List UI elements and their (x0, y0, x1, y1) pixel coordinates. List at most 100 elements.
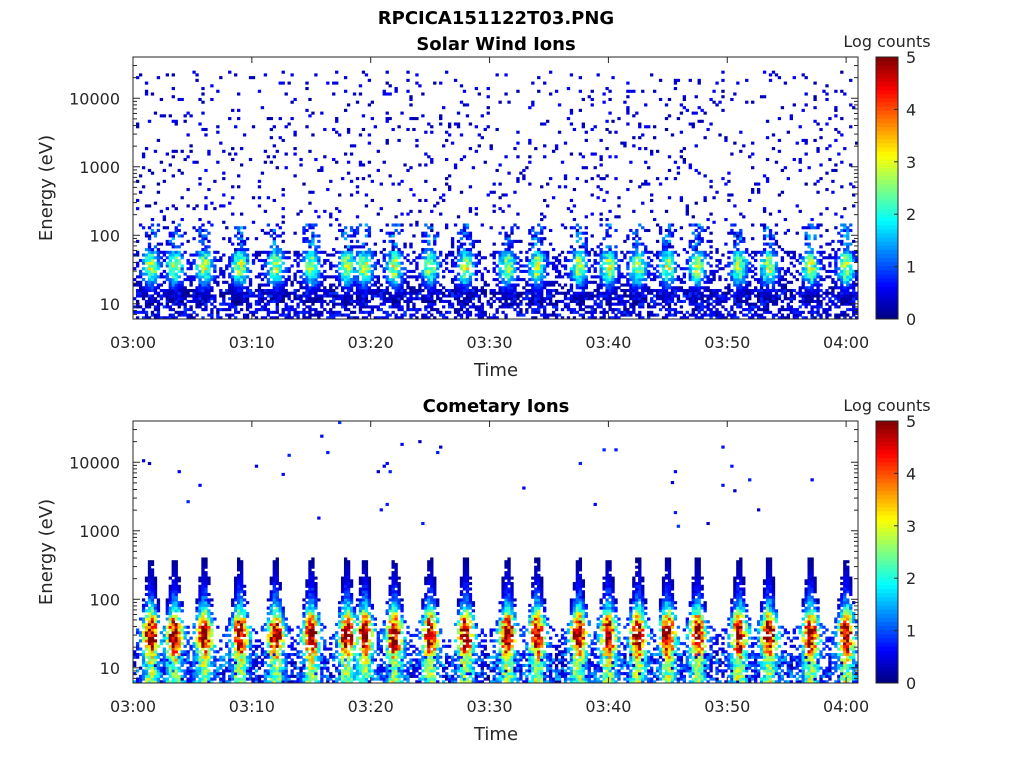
heatmap-cell (569, 288, 574, 293)
heatmap-cell (263, 291, 268, 295)
heatmap-cell (150, 253, 155, 257)
heatmap-cell (418, 272, 422, 276)
heatmap-cell (810, 316, 814, 320)
heatmap-cell (329, 294, 333, 298)
heatmap-cell (697, 286, 701, 290)
heatmap-cell (575, 280, 580, 284)
heatmap-cell (673, 228, 678, 233)
heatmap-cell (352, 291, 357, 295)
heatmap-cell (323, 127, 327, 132)
heatmap-cell (575, 250, 580, 254)
heatmap-cell (742, 313, 746, 317)
heatmap-cell (644, 269, 648, 273)
heatmap-cell (501, 261, 505, 265)
heatmap-cell (427, 302, 431, 306)
heatmap-cell (355, 275, 360, 279)
heatmap-cell (596, 245, 600, 249)
heatmap-cell (554, 291, 559, 295)
heatmap-cell (528, 182, 532, 186)
heatmap-cell (204, 264, 208, 268)
panel-title: Solar Wind Ions (416, 34, 575, 55)
heatmap-cell (349, 294, 354, 298)
heatmap-cell (332, 275, 336, 279)
heatmap-cell (174, 256, 178, 260)
heatmap-cell (602, 283, 606, 287)
heatmap-cell (762, 261, 767, 265)
heatmap-cell (349, 226, 354, 230)
heatmap-cell (329, 286, 333, 290)
heatmap-cell (605, 275, 609, 279)
heatmap-cell (465, 234, 470, 238)
heatmap-cell (263, 316, 268, 320)
heatmap-cell (774, 297, 779, 301)
heatmap-cell (774, 294, 779, 298)
heatmap-cell (231, 305, 235, 309)
heatmap-cell (436, 275, 440, 279)
heatmap-cell (780, 288, 785, 293)
heatmap-cell (605, 267, 609, 271)
heatmap-cell (513, 291, 517, 295)
heatmap-cell (617, 117, 621, 121)
heatmap-cell (771, 316, 776, 320)
heatmap-cell (691, 261, 695, 265)
heatmap-cell (584, 179, 588, 183)
heatmap-cell (245, 297, 250, 301)
heatmap-cell (647, 286, 651, 290)
heatmap-cell (507, 305, 511, 309)
heatmap-cell (581, 316, 585, 320)
heatmap-cell (670, 313, 675, 317)
heatmap-cell (195, 291, 199, 295)
heatmap-cell (557, 313, 562, 317)
heatmap-cell (626, 310, 630, 314)
heatmap-cell (358, 264, 363, 268)
heatmap-cell (248, 280, 253, 284)
heatmap-cell (688, 291, 692, 295)
heatmap-cell (400, 261, 404, 265)
heatmap-cell (266, 250, 271, 254)
heatmap-cell (480, 223, 484, 227)
heatmap-cell (602, 198, 606, 202)
heatmap-cell (474, 288, 479, 293)
heatmap-cell (415, 310, 419, 314)
heatmap-cell (605, 147, 609, 151)
heatmap-cell (305, 81, 309, 85)
heatmap-cell (581, 308, 585, 312)
heatmap-cell (242, 299, 247, 303)
heatmap-cell (349, 253, 354, 257)
heatmap-cell (210, 264, 214, 268)
heatmap-cell (210, 302, 214, 306)
heatmap-cell (623, 302, 627, 306)
heatmap-cell (424, 283, 428, 287)
heatmap-cell (632, 231, 636, 235)
heatmap-cell (765, 294, 770, 298)
heatmap-cell (685, 209, 689, 213)
heatmap-cell (813, 119, 817, 123)
heatmap-cell (664, 177, 669, 181)
heatmap-cell (394, 267, 398, 271)
heatmap-cell (572, 267, 577, 271)
heatmap-cell (162, 291, 167, 295)
heatmap-cell (771, 242, 776, 246)
heatmap-cell (548, 291, 553, 295)
heatmap-cell (501, 286, 505, 290)
heatmap-cell (727, 264, 731, 268)
heatmap-cell (605, 87, 609, 91)
heatmap-cell (302, 302, 306, 306)
heatmap-cell (638, 237, 642, 241)
heatmap-cell (480, 272, 484, 276)
heatmap-cell (462, 288, 467, 293)
heatmap-cell (614, 155, 618, 159)
heatmap-cell (450, 291, 455, 295)
heatmap-cell (207, 275, 211, 279)
heatmap-cell (537, 269, 541, 273)
heatmap-cell (340, 275, 345, 279)
heatmap-cell (608, 275, 612, 279)
heatmap-cell (605, 291, 609, 295)
heatmap-cell (575, 239, 580, 243)
heatmap-cell (269, 291, 273, 295)
heatmap-cell (739, 130, 743, 134)
heatmap-cell (560, 286, 565, 290)
heatmap-cell (611, 288, 615, 293)
heatmap-cell (795, 141, 799, 145)
heatmap-cell (611, 302, 615, 306)
